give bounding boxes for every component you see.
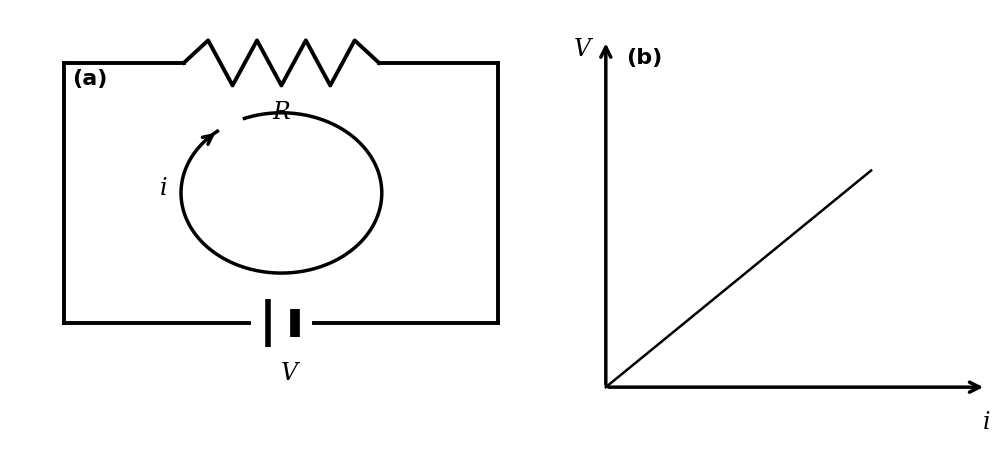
Text: i: i bbox=[982, 411, 990, 434]
Text: V: V bbox=[573, 38, 590, 61]
Text: i: i bbox=[160, 177, 168, 200]
Text: V: V bbox=[281, 362, 298, 385]
Text: (b): (b) bbox=[626, 48, 662, 68]
Text: R: R bbox=[272, 101, 290, 123]
Text: (a): (a) bbox=[72, 69, 108, 89]
